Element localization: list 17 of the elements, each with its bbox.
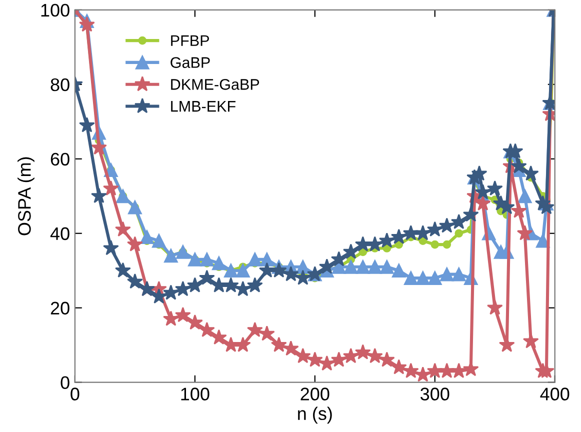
x-tick-label: 400: [540, 388, 570, 400]
legend-label: GaBP: [170, 57, 210, 68]
y-tick-label: 80: [50, 78, 70, 92]
legend-label: DKME-GaBP: [171, 79, 260, 90]
y-axis-title: OSPA (m): [18, 157, 34, 236]
legend-label: PFBP: [171, 35, 209, 46]
y-tick-label: 40: [50, 227, 70, 240]
y-tick-label: 100: [41, 4, 70, 17]
x-tick-label: 300: [420, 388, 450, 400]
x-tick-label: 200: [300, 388, 330, 400]
y-tick-label: 60: [50, 152, 70, 166]
x-tick-label: 100: [181, 388, 210, 400]
y-tick-label: 0: [60, 376, 70, 390]
y-tick-label: 20: [50, 302, 70, 315]
legend-label: LMB-EKF: [171, 101, 236, 112]
x-axis-title: n (s): [298, 406, 332, 424]
x-tick-label: 0: [70, 388, 80, 400]
